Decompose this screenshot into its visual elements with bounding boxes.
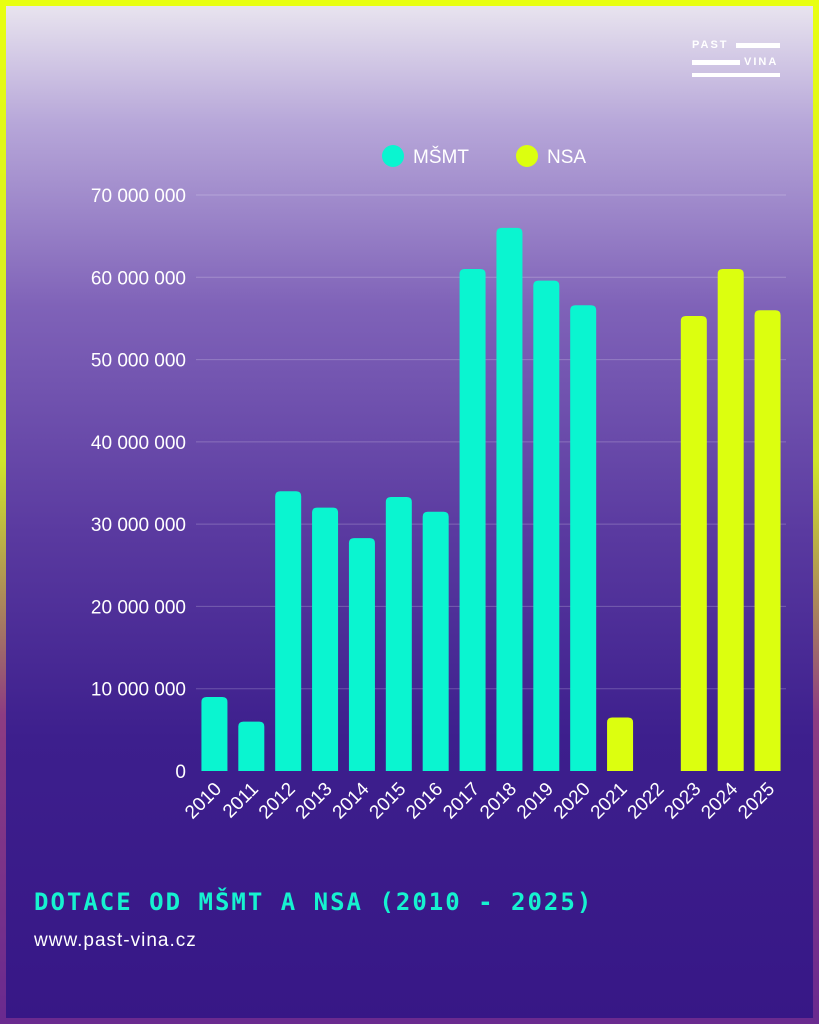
logo-bar [692, 60, 740, 65]
bar-mšmt-2013 [312, 507, 339, 771]
bar-mšmt-2012 [275, 491, 302, 771]
bar-mšmt-2020 [570, 305, 597, 771]
y-tick-label: 30 000 000 [91, 515, 186, 536]
x-tick-label: 2016 [402, 779, 447, 824]
bar-mšmt-2015 [385, 496, 412, 771]
legend-swatch-nsa [516, 145, 538, 167]
bar-mšmt-2014 [348, 538, 375, 771]
x-tick-label: 2022 [624, 779, 669, 824]
x-tick-label: 2018 [476, 779, 521, 824]
x-tick-label: 2019 [513, 779, 558, 824]
x-tick-label: 2017 [439, 779, 484, 824]
chart-title: DOTACE OD MŠMT A NSA (2010 - 2025) [34, 888, 594, 916]
x-tick-label: 2025 [734, 779, 779, 824]
bar-mšmt-2016 [422, 511, 449, 771]
bar-mšmt-2011 [238, 721, 265, 771]
logo-word-bottom: VINA [744, 56, 779, 68]
x-axis: 2010201120122013201420152016201720182019… [181, 778, 779, 823]
x-tick-label: 2011 [219, 779, 263, 823]
bar-mšmt-2018 [496, 227, 523, 771]
bar-nsa-2025 [754, 310, 781, 771]
bar-mšmt-2017 [459, 269, 486, 771]
x-tick-label: 2021 [587, 779, 632, 824]
x-tick-label: 2013 [292, 779, 337, 824]
logo-word-top: PAST [692, 39, 729, 51]
y-tick-label: 40 000 000 [91, 433, 186, 454]
bar-mšmt-2010 [201, 696, 228, 771]
brand-logo: PAST VINA [692, 40, 782, 80]
y-tick-label: 60 000 000 [91, 268, 186, 289]
logo-bar [692, 73, 780, 77]
x-tick-label: 2015 [366, 779, 411, 824]
logo-bar [736, 43, 780, 48]
legend-label: NSA [547, 147, 586, 168]
bar-chart: 0 10 000 000 20 000 000 30 000 000 40 000 00… [91, 145, 781, 823]
y-tick-label: 0 [175, 762, 186, 783]
x-tick-label: 2010 [181, 779, 226, 824]
bar-nsa-2021 [607, 717, 634, 771]
bar-mšmt-2019 [533, 280, 560, 771]
x-tick-label: 2024 [697, 778, 742, 823]
chart-bars [201, 227, 781, 771]
y-tick-label: 50 000 000 [91, 351, 186, 372]
website-link[interactable]: www.past-vina.cz [34, 930, 197, 951]
bar-nsa-2023 [680, 315, 707, 771]
legend-swatch-mšmt [382, 145, 404, 167]
chart-legend: MŠMT NSA [382, 145, 586, 168]
legend-label: MŠMT [413, 146, 469, 168]
y-tick-label: 70 000 000 [91, 186, 186, 207]
x-tick-label: 2012 [255, 779, 300, 824]
x-tick-label: 2023 [661, 779, 706, 824]
y-axis: 0 10 000 000 20 000 000 30 000 000 40 000 00… [91, 186, 186, 783]
x-tick-label: 2014 [329, 778, 374, 823]
y-tick-label: 20 000 000 [91, 597, 186, 618]
x-tick-label: 2020 [550, 779, 595, 824]
bar-nsa-2024 [717, 269, 744, 771]
y-tick-label: 10 000 000 [91, 680, 186, 701]
